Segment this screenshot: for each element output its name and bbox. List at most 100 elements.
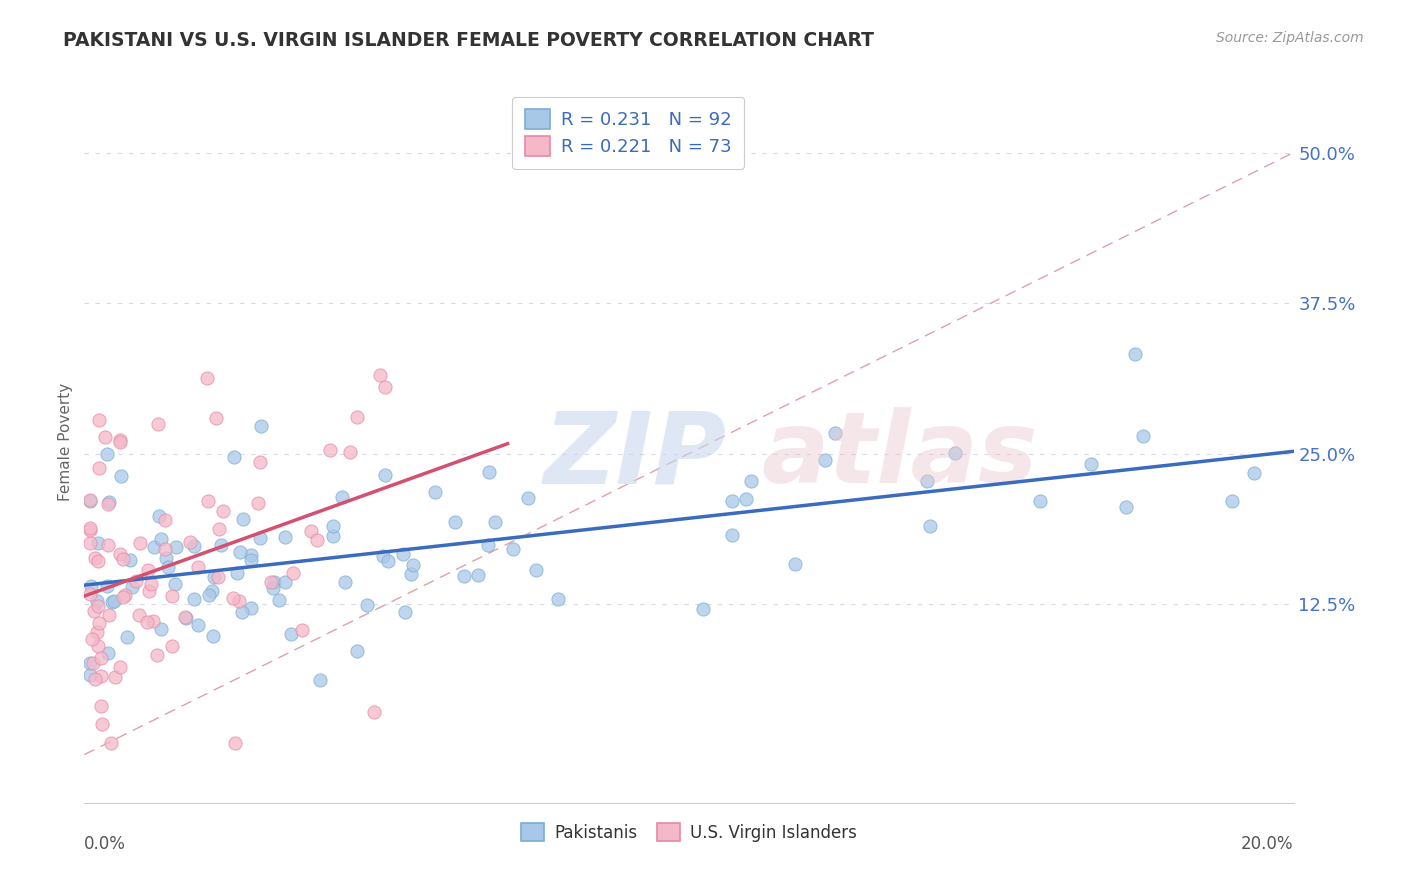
- Point: [96, 447, 118, 461]
- Point: [142, 615, 165, 629]
- Point: [108, 660, 131, 674]
- Point: [1029, 494, 1052, 508]
- Point: [269, 592, 291, 607]
- Point: [205, 410, 228, 425]
- Point: [202, 570, 225, 584]
- Point: [263, 575, 285, 590]
- Text: atlas: atlas: [762, 408, 1038, 505]
- Point: [453, 569, 475, 583]
- Point: [112, 590, 135, 604]
- Point: [377, 554, 399, 568]
- Point: [283, 566, 305, 581]
- Point: [280, 627, 302, 641]
- Point: [209, 538, 232, 552]
- Text: Source: ZipAtlas.com: Source: ZipAtlas.com: [1216, 31, 1364, 45]
- Point: [274, 530, 297, 544]
- Point: [87, 554, 110, 568]
- Point: [174, 610, 197, 624]
- Point: [201, 629, 224, 643]
- Point: [330, 490, 353, 504]
- Point: [374, 380, 396, 394]
- Point: [165, 540, 187, 554]
- Point: [319, 443, 342, 458]
- Point: [97, 538, 120, 552]
- Text: ZIP: ZIP: [544, 408, 727, 505]
- Point: [240, 600, 263, 615]
- Point: [79, 523, 101, 537]
- Point: [246, 496, 269, 510]
- Point: [79, 521, 101, 535]
- Point: [86, 594, 108, 608]
- Point: [308, 673, 330, 687]
- Point: [129, 536, 152, 550]
- Point: [291, 623, 314, 637]
- Point: [547, 592, 569, 607]
- Point: [84, 550, 107, 565]
- Point: [121, 580, 143, 594]
- Point: [262, 582, 284, 596]
- Point: [108, 435, 131, 450]
- Point: [226, 566, 249, 580]
- Point: [183, 539, 205, 553]
- Point: [103, 594, 125, 608]
- Point: [96, 579, 118, 593]
- Point: [197, 494, 219, 508]
- Point: [1123, 347, 1146, 361]
- Point: [231, 605, 253, 619]
- Point: [83, 604, 105, 618]
- Point: [228, 594, 250, 608]
- Point: [222, 591, 245, 606]
- Point: [322, 518, 344, 533]
- Point: [97, 608, 120, 623]
- Point: [148, 508, 170, 523]
- Point: [120, 553, 142, 567]
- Text: 20.0%: 20.0%: [1241, 835, 1294, 854]
- Point: [250, 418, 273, 433]
- Point: [299, 524, 322, 538]
- Point: [305, 533, 328, 547]
- Point: [87, 461, 110, 475]
- Point: [239, 548, 262, 562]
- Point: [104, 669, 127, 683]
- Point: [84, 672, 107, 686]
- Point: [87, 640, 110, 654]
- Point: [90, 698, 112, 713]
- Point: [79, 587, 101, 601]
- Point: [943, 445, 966, 459]
- Point: [160, 589, 183, 603]
- Point: [100, 735, 122, 749]
- Point: [259, 574, 281, 589]
- Text: 0.0%: 0.0%: [84, 835, 127, 854]
- Point: [148, 417, 170, 431]
- Point: [146, 648, 169, 662]
- Point: [356, 599, 378, 613]
- Point: [80, 579, 103, 593]
- Point: [484, 515, 506, 529]
- Point: [112, 552, 135, 566]
- Point: [155, 551, 177, 566]
- Point: [1132, 429, 1154, 443]
- Point: [90, 716, 112, 731]
- Point: [101, 595, 124, 609]
- Point: [813, 453, 835, 467]
- Point: [721, 494, 744, 508]
- Point: [516, 491, 538, 506]
- Point: [157, 560, 180, 574]
- Point: [86, 625, 108, 640]
- Point: [136, 563, 159, 577]
- Point: [249, 454, 271, 468]
- Point: [187, 560, 209, 574]
- Point: [108, 547, 131, 561]
- Point: [87, 599, 110, 614]
- Point: [1080, 457, 1102, 471]
- Point: [740, 474, 762, 488]
- Point: [222, 450, 245, 464]
- Legend: Pakistanis, U.S. Virgin Islanders: Pakistanis, U.S. Virgin Islanders: [515, 817, 863, 848]
- Point: [274, 575, 297, 590]
- Point: [394, 605, 416, 619]
- Point: [110, 434, 132, 448]
- Point: [917, 474, 939, 488]
- Point: [467, 568, 489, 582]
- Point: [97, 646, 120, 660]
- Point: [346, 409, 368, 424]
